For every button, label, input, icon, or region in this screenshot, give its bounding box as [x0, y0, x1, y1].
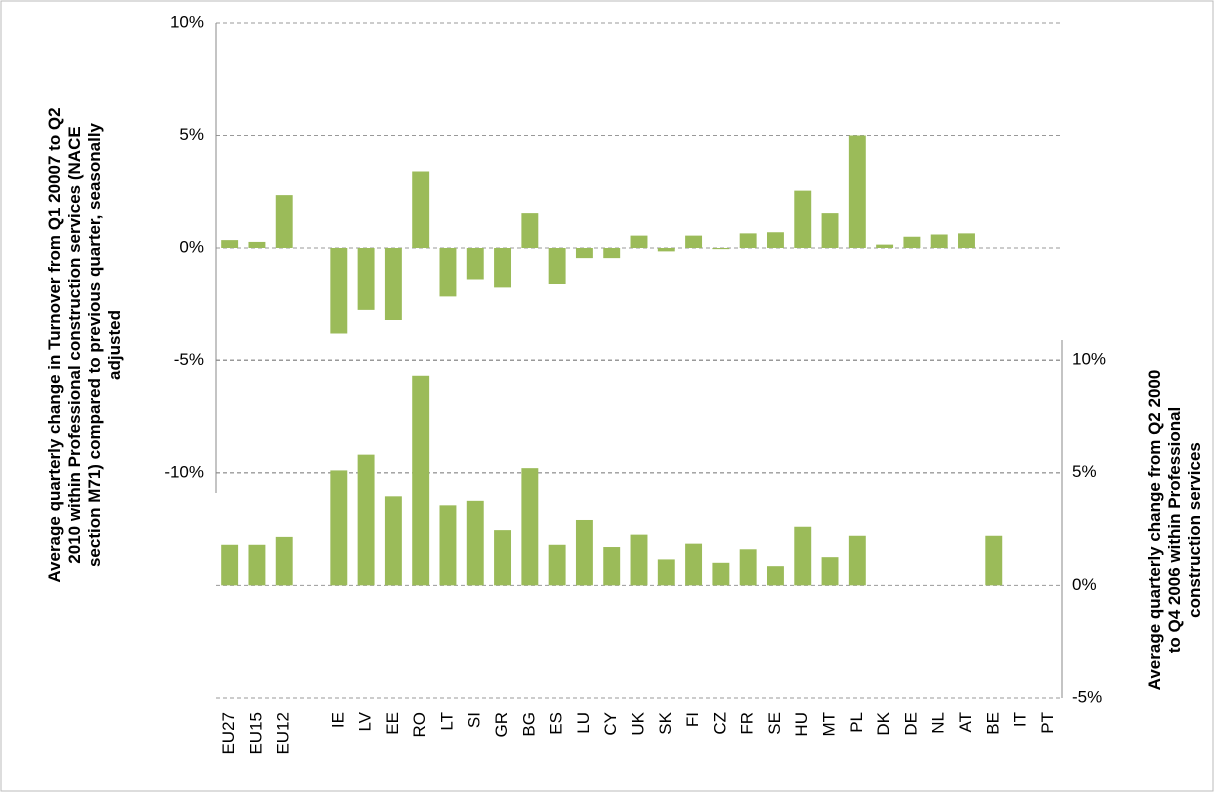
bar	[630, 534, 648, 586]
bar	[766, 566, 784, 586]
bar	[903, 236, 921, 248]
x-tick-label: LV	[356, 711, 375, 731]
bar	[712, 248, 730, 250]
y2-tick-label: -5%	[1072, 687, 1102, 706]
x-tick-label: EU15	[246, 712, 265, 755]
bar	[603, 248, 621, 259]
x-tick-label: LU	[574, 712, 593, 734]
bar	[248, 544, 266, 586]
x-tick-label: NL	[929, 712, 948, 734]
bar	[548, 248, 566, 284]
y2-tick-label: 10%	[1072, 349, 1106, 368]
bar	[685, 543, 703, 586]
bar	[657, 248, 675, 252]
bar	[575, 519, 593, 586]
y-tick-label: -10%	[164, 462, 204, 481]
x-tick-label: IE	[328, 712, 347, 728]
bar	[958, 233, 975, 248]
x-tick-label: CZ	[710, 712, 729, 735]
x-tick-label: LT	[437, 712, 456, 731]
bar	[248, 241, 266, 248]
y-tick-label: 5%	[179, 125, 204, 144]
x-tick-label: FI	[683, 712, 702, 727]
bar	[657, 559, 675, 586]
x-tick-label: ES	[547, 712, 566, 735]
y-tick-label: 10%	[170, 12, 204, 31]
x-tick-label: EE	[383, 712, 402, 735]
bar	[685, 235, 703, 248]
bar	[330, 470, 348, 586]
bar	[221, 544, 239, 586]
y-axis-label: Average quarterly change in Turnover fro…	[45, 107, 124, 583]
x-tick-label: EU27	[219, 712, 238, 755]
x-tick-label: PT	[1038, 712, 1057, 734]
bar	[930, 234, 948, 248]
bar	[494, 248, 512, 288]
bar	[821, 557, 839, 586]
bar	[848, 135, 866, 248]
x-tick-label: IT	[1011, 712, 1030, 727]
bar	[330, 248, 348, 334]
bar	[985, 535, 1003, 586]
bar	[848, 535, 866, 586]
y-tick-label: 0%	[179, 237, 204, 256]
x-tick-label: BG	[519, 712, 538, 737]
bar	[466, 500, 484, 586]
x-tick-label: PL	[847, 712, 866, 733]
bar	[439, 248, 457, 297]
bar	[275, 536, 293, 586]
x-tick-label: DK	[874, 711, 893, 735]
x-tick-label: RO	[410, 712, 429, 738]
x-tick-label: AT	[956, 712, 975, 732]
bar	[412, 171, 430, 248]
bar	[357, 454, 375, 586]
bar	[412, 375, 430, 586]
bar	[821, 213, 839, 248]
x-tick-label: SI	[465, 712, 484, 728]
bar	[712, 562, 730, 586]
x-tick-label: FR	[738, 712, 757, 735]
bar	[494, 530, 512, 586]
x-tick-label: SK	[656, 711, 675, 734]
bar	[357, 248, 375, 310]
x-tick-label: GR	[492, 712, 511, 738]
bar	[521, 213, 539, 248]
x-tick-label: CY	[601, 712, 620, 736]
x-tick-label: HU	[792, 712, 811, 737]
bar	[548, 544, 566, 586]
bar	[221, 240, 239, 248]
bar	[794, 190, 812, 248]
y-tick-label: -5%	[174, 350, 204, 369]
y2-tick-label: 5%	[1072, 462, 1097, 481]
bar	[876, 244, 894, 248]
bar	[439, 505, 457, 586]
x-tick-label: UK	[628, 711, 647, 735]
y2-axis-label: Average quarterly change from Q2 2000 to…	[1145, 369, 1204, 691]
bar	[384, 248, 402, 320]
bar	[739, 549, 757, 586]
x-tick-label: DE	[901, 712, 920, 736]
bar	[630, 235, 648, 248]
y2-tick-label: 0%	[1072, 575, 1097, 594]
x-tick-label: EU12	[274, 712, 293, 755]
bar	[575, 248, 593, 259]
bar	[739, 233, 757, 248]
bar	[275, 195, 293, 248]
bar	[466, 248, 484, 280]
bar	[766, 232, 784, 248]
bar	[794, 526, 812, 586]
x-tick-label: BE	[983, 712, 1002, 735]
bar	[603, 547, 621, 586]
x-tick-label: MT	[820, 712, 839, 737]
bar	[384, 496, 402, 586]
bar	[521, 468, 539, 586]
x-tick-label: SE	[765, 712, 784, 735]
